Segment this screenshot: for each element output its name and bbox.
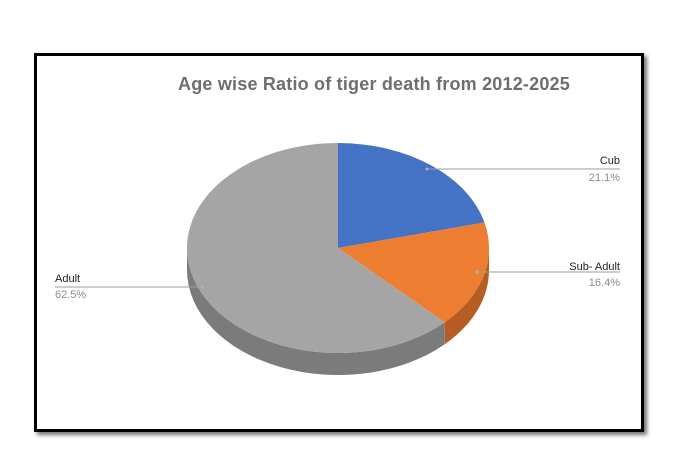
slice-label-1: Sub- Adult [569,261,620,273]
slice-label-2: Adult [55,273,80,285]
chart-title: Age wise Ratio of tiger death from 2012-… [178,74,570,94]
slice-percent-1: 16.4% [589,277,620,289]
pie-slice-2 [187,143,445,354]
pie-slice-1 [338,222,489,323]
slice-percent-0: 21.1% [589,172,620,184]
slice-percent-2: 62.5% [55,289,86,301]
pie-side-2 [187,248,445,376]
pie-side-1 [444,248,489,345]
pie-slice-0 [338,143,485,248]
slice-label-0: Cub [600,155,620,167]
